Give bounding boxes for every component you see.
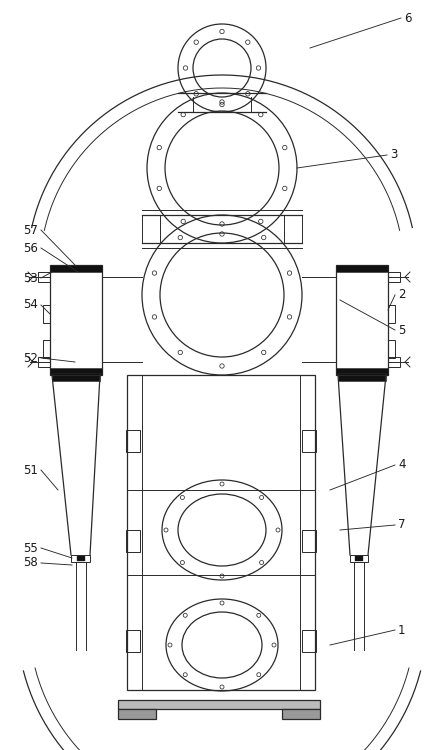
Bar xyxy=(43,305,50,323)
Text: 53: 53 xyxy=(23,272,38,284)
Text: 55: 55 xyxy=(23,542,38,554)
Bar xyxy=(336,368,388,375)
Bar xyxy=(388,305,395,323)
Bar xyxy=(71,555,90,562)
Bar xyxy=(50,368,102,375)
Bar xyxy=(126,630,140,652)
Text: 56: 56 xyxy=(23,242,38,254)
Text: 58: 58 xyxy=(23,556,38,569)
Text: 6: 6 xyxy=(404,11,411,25)
Text: 2: 2 xyxy=(398,289,406,302)
Bar xyxy=(388,357,400,367)
Text: 4: 4 xyxy=(398,458,406,472)
Text: 52: 52 xyxy=(23,352,38,364)
Bar xyxy=(127,375,315,690)
Bar xyxy=(38,272,50,282)
Text: 7: 7 xyxy=(398,518,406,532)
Text: 5: 5 xyxy=(398,323,406,337)
Bar xyxy=(336,265,388,375)
Bar xyxy=(388,272,400,282)
Bar xyxy=(118,709,156,719)
Text: 54: 54 xyxy=(23,298,38,311)
Bar xyxy=(338,373,386,381)
Bar xyxy=(77,556,85,561)
Bar xyxy=(43,340,50,358)
Bar xyxy=(126,430,140,452)
Bar xyxy=(50,265,102,272)
Text: 3: 3 xyxy=(390,148,397,161)
Text: 51: 51 xyxy=(23,464,38,476)
Bar xyxy=(355,556,363,561)
Bar xyxy=(38,357,50,367)
Bar xyxy=(302,430,316,452)
Bar xyxy=(282,709,320,719)
Bar xyxy=(302,530,316,552)
Text: 57: 57 xyxy=(23,224,38,236)
Bar xyxy=(302,630,316,652)
Bar xyxy=(350,555,368,562)
Bar xyxy=(388,340,395,358)
Bar xyxy=(50,265,102,375)
Bar xyxy=(336,265,388,272)
Text: 1: 1 xyxy=(398,623,406,637)
Bar xyxy=(126,530,140,552)
Bar xyxy=(118,700,320,709)
Bar xyxy=(52,373,100,381)
